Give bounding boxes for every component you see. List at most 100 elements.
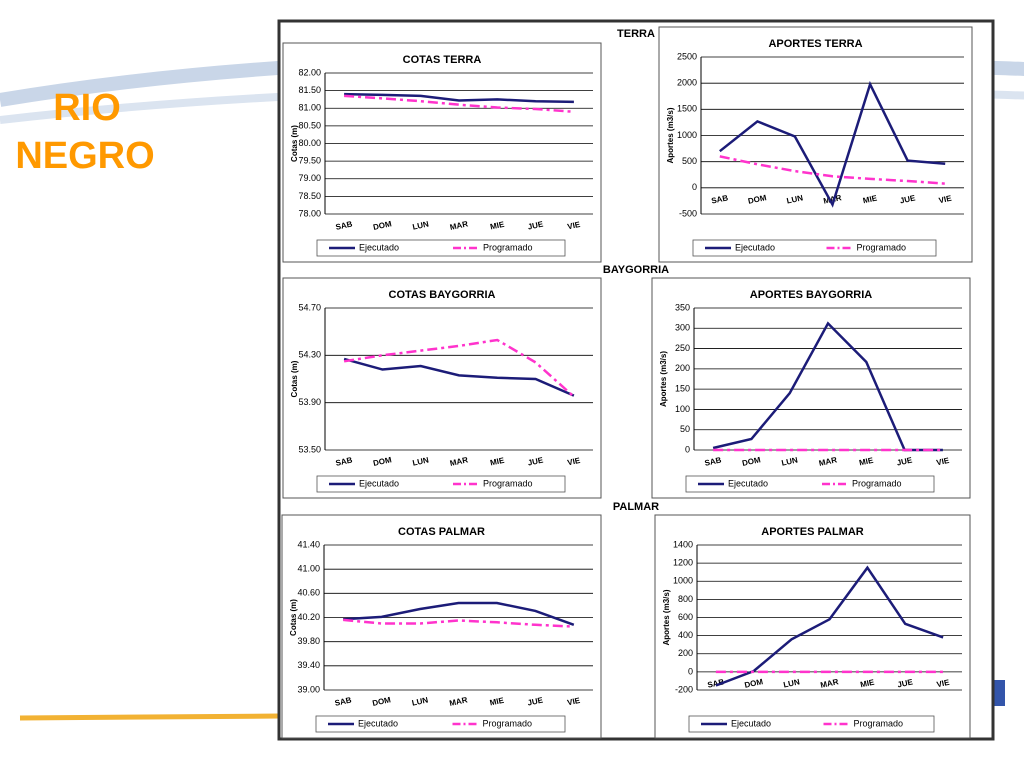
- x-tick-label: VIE: [566, 696, 581, 708]
- y-tick-label: 80.50: [298, 120, 321, 130]
- x-tick-label: MIE: [858, 456, 874, 468]
- x-tick-label: MAR: [449, 695, 469, 708]
- y-tick-label: 79.50: [298, 156, 321, 166]
- y-tick-label: 81.00: [298, 103, 321, 113]
- y-axis-label: Aportes (m3/s): [662, 589, 671, 645]
- y-tick-label: 350: [675, 302, 690, 312]
- x-tick-label: SAB: [707, 677, 726, 689]
- x-tick-label: DOM: [744, 677, 764, 690]
- legend-label: Ejecutado: [359, 242, 399, 252]
- y-tick-label: 150: [675, 384, 690, 394]
- y-tick-label: 0: [692, 182, 697, 192]
- x-tick-label: DOM: [747, 193, 767, 206]
- y-tick-label: 79.00: [298, 173, 321, 183]
- x-tick-label: VIE: [567, 220, 582, 232]
- x-tick-label: SAB: [334, 695, 353, 707]
- y-tick-label: 400: [678, 630, 693, 640]
- y-tick-label: 78.50: [298, 191, 321, 201]
- legend-label: Programado: [854, 718, 904, 728]
- legend-label: Ejecutado: [731, 718, 771, 728]
- section-label: BAYGORRIA: [603, 264, 669, 276]
- title-line: NEGRO: [15, 135, 154, 177]
- legend-label: Ejecutado: [359, 478, 399, 488]
- y-tick-label: 41.00: [297, 564, 320, 574]
- y-tick-label: 39.80: [297, 636, 320, 646]
- x-tick-label: JUE: [527, 219, 545, 231]
- x-tick-label: MAR: [449, 219, 469, 232]
- x-tick-label: DOM: [371, 695, 391, 708]
- series-line: [343, 618, 574, 628]
- x-tick-label: LUN: [783, 677, 801, 689]
- y-tick-label: 100: [675, 404, 690, 414]
- y-tick-label: 54.30: [298, 350, 321, 360]
- x-tick-label: MIE: [862, 193, 878, 205]
- legend-label: Programado: [483, 242, 533, 252]
- y-tick-label: 600: [678, 612, 693, 622]
- y-axis-label: Aportes (m3/s): [666, 107, 675, 163]
- x-tick-label: MAR: [449, 455, 469, 468]
- x-tick-label: SAB: [704, 455, 723, 467]
- y-tick-label: 54.70: [298, 302, 321, 312]
- chart-title: COTAS PALMAR: [398, 526, 485, 538]
- section-label: TERRA: [617, 28, 655, 40]
- legend-box: [316, 475, 566, 493]
- x-tick-label: SAB: [335, 455, 354, 467]
- chart-title: COTAS TERRA: [403, 54, 482, 66]
- chart-title: APORTES PALMAR: [761, 526, 864, 538]
- x-tick-label: VIE: [936, 678, 951, 690]
- chart-frame: [282, 42, 602, 263]
- x-tick-label: VIE: [936, 456, 951, 468]
- x-tick-label: LUN: [781, 455, 799, 467]
- x-tick-label: DOM: [372, 219, 392, 232]
- y-tick-label: 39.00: [297, 684, 320, 694]
- x-tick-label: MIE: [859, 677, 875, 689]
- y-tick-label: -200: [675, 684, 693, 694]
- y-tick-label: 50: [680, 424, 690, 434]
- x-tick-label: JUE: [899, 193, 917, 205]
- x-tick-label: JUE: [527, 695, 545, 707]
- chart-frame: [651, 277, 971, 499]
- y-tick-label: 1400: [673, 539, 693, 549]
- y-tick-label: 300: [675, 323, 690, 333]
- legend-label: Programado: [857, 242, 907, 252]
- legend-box: [685, 475, 935, 493]
- x-tick-label: MAR: [818, 455, 838, 468]
- y-tick-label: 250: [675, 343, 690, 353]
- y-tick-label: 800: [678, 594, 693, 604]
- y-tick-label: 200: [678, 648, 693, 658]
- series-line: [719, 80, 946, 208]
- y-tick-label: 1000: [673, 576, 693, 586]
- y-axis-label: Cotas (m): [290, 125, 299, 162]
- x-tick-label: JUE: [527, 455, 545, 467]
- y-tick-label: 40.60: [297, 588, 320, 598]
- x-tick-label: MAR: [820, 677, 840, 690]
- y-tick-label: 81.50: [298, 85, 321, 95]
- y-axis-label: Aportes (m3/s): [659, 351, 668, 407]
- x-tick-label: JUE: [896, 455, 914, 467]
- x-tick-label: VIE: [938, 194, 953, 206]
- y-tick-label: 80.00: [298, 138, 321, 148]
- legend-box: [316, 239, 566, 257]
- y-tick-label: 53.50: [298, 444, 321, 454]
- y-tick-label: 0: [688, 666, 693, 676]
- x-tick-label: JUE: [897, 677, 915, 689]
- legend-label: Ejecutado: [358, 718, 398, 728]
- y-tick-label: 82.00: [298, 67, 321, 77]
- y-axis-label: Cotas (m): [290, 360, 299, 397]
- x-tick-label: LUN: [411, 695, 429, 707]
- x-tick-label: SAB: [711, 193, 730, 205]
- y-tick-label: 40.20: [297, 612, 320, 622]
- x-tick-label: MIE: [489, 696, 505, 708]
- y-tick-label: 200: [675, 363, 690, 373]
- chart-frame: [282, 277, 602, 499]
- series-line: [343, 357, 575, 397]
- chart-title: COTAS BAYGORRIA: [389, 289, 496, 301]
- legend-label: Ejecutado: [735, 242, 775, 252]
- legend-box: [692, 239, 937, 257]
- section-label: PALMAR: [613, 501, 659, 513]
- series-line: [344, 92, 574, 104]
- y-tick-label: 2500: [677, 51, 697, 61]
- x-tick-label: DOM: [372, 455, 392, 468]
- legend-label: Ejecutado: [728, 478, 768, 488]
